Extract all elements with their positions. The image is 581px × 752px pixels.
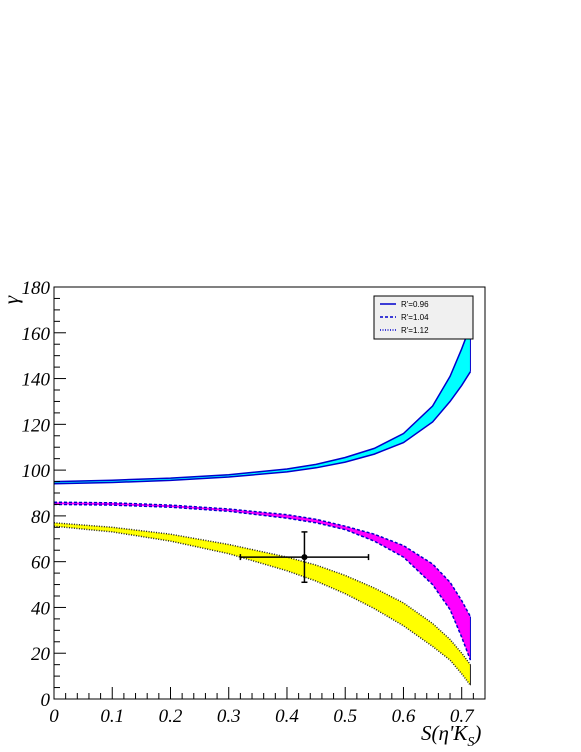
legend-label-2: R'=1.12 (401, 326, 429, 335)
x-axis-title: S(η'KS) (421, 721, 481, 750)
x-tick-label: 0.3 (217, 706, 241, 727)
band-fill-1 (54, 502, 471, 661)
x-tick-label: 0.7 (450, 706, 475, 727)
band-lower-line-0 (53, 371, 472, 485)
ticks-layer: 0 0.1 0.2 0.3 0.4 0.5 0.6 0.7 0 20 40 60 80 100 120 140… (22, 278, 486, 727)
x-axis-title-sub: S (467, 735, 474, 750)
x-tick-label: 0.2 (159, 706, 183, 727)
y-tick-label: 40 (31, 598, 51, 619)
y-tick-label: 120 (22, 415, 51, 436)
x-tick-label: 0 (49, 706, 59, 727)
band-fill-0 (54, 325, 471, 484)
x-tick-label: 0.4 (275, 706, 299, 727)
x-tick-label: 0.5 (333, 706, 357, 727)
y-tick-label: 180 (22, 278, 51, 299)
y-tick-label: 160 (22, 324, 51, 345)
x-tick-label: 0.6 (392, 706, 416, 727)
y-tick-label: 20 (31, 644, 51, 665)
y-tick-label: 0 (41, 690, 51, 711)
x-axis-title-close: ) (473, 721, 481, 745)
y-tick-label: 100 (22, 461, 51, 482)
measurement-layer (239, 531, 370, 584)
legend: R'=0.96 R'=1.04 R'=1.12 (373, 295, 474, 340)
x-tick-label: 0.1 (100, 706, 124, 727)
y-tick-label: 140 (22, 370, 51, 391)
legend-label-0: R'=0.96 (401, 300, 429, 309)
y-axis-title: γ (0, 295, 23, 304)
y-tick-label: 80 (31, 507, 51, 528)
band-upper-line-1 (53, 501, 472, 617)
y-tick-label: 60 (31, 553, 51, 574)
measurement-point (301, 554, 308, 561)
band-lower-line-2 (53, 525, 471, 686)
band-upper-line-2 (53, 522, 471, 666)
bands-layer (53, 325, 472, 686)
band-upper-line-0 (53, 325, 472, 483)
legend-label-1: R'=1.04 (401, 313, 429, 322)
band-lower-line-1 (53, 503, 472, 661)
band-fill-2 (54, 522, 471, 686)
x-axis-title-main: S(η'K (421, 721, 468, 745)
